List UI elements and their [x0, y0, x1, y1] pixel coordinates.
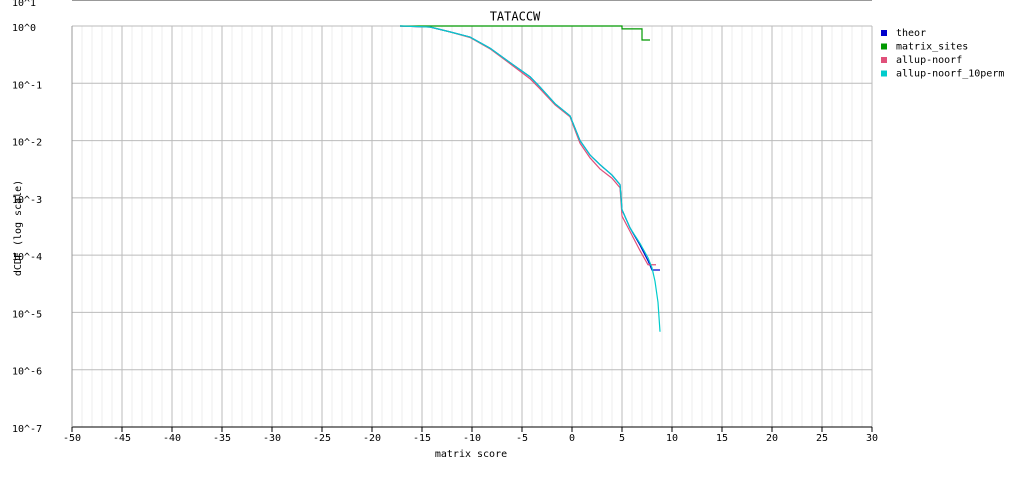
legend-label: matrix_sites [896, 42, 968, 53]
chart-title: TATACCW [490, 10, 541, 24]
legend-label: allup-noorf_10perm [896, 69, 1004, 80]
x-tick-label: -10 [463, 433, 481, 444]
y-tick-label: 10^0 [12, 23, 36, 34]
y-tick-label: 10^-3 [12, 195, 42, 206]
legend-label: allup-noorf [896, 55, 962, 66]
x-tick-label: -15 [413, 433, 431, 444]
series-line [399, 25, 661, 332]
legend-swatch [881, 57, 887, 63]
x-tick-label: 10 [666, 433, 678, 444]
x-tick-label: 15 [716, 433, 728, 444]
x-tick-label: 30 [866, 433, 878, 444]
y-tick-label: 10^-1 [12, 80, 42, 91]
x-tick-label: -30 [263, 433, 281, 444]
y-tick-label: 10^-2 [12, 138, 42, 149]
x-tick-label: -20 [363, 433, 381, 444]
series-line [399, 25, 656, 266]
x-tick-label: -45 [113, 433, 131, 444]
y-tick-label: 10^1 [12, 0, 36, 9]
y-axis-label: dCDF (log scale) [13, 180, 24, 276]
x-axis-label: matrix score [435, 449, 507, 460]
y-tick-label: 10^-5 [12, 309, 42, 320]
x-tick-label: -5 [516, 433, 528, 444]
series-line [400, 25, 650, 41]
legend-swatch [881, 43, 887, 50]
legend-swatch [881, 70, 887, 77]
x-tick-label: 5 [619, 433, 625, 444]
y-tick-label: 10^-6 [12, 367, 42, 378]
legend-swatch [881, 30, 887, 36]
x-tick-label: -35 [213, 433, 231, 444]
x-tick-label: 20 [766, 433, 778, 444]
y-tick-label: 10^-7 [12, 424, 42, 435]
series-line [399, 25, 660, 271]
y-tick-label: 10^-4 [12, 252, 42, 263]
x-tick-label: -25 [313, 433, 331, 444]
x-tick-label: -50 [63, 433, 81, 444]
x-tick-label: 0 [569, 433, 575, 444]
x-tick-label: 25 [816, 433, 828, 444]
legend-label: theor [896, 28, 926, 39]
x-tick-label: -40 [163, 433, 181, 444]
